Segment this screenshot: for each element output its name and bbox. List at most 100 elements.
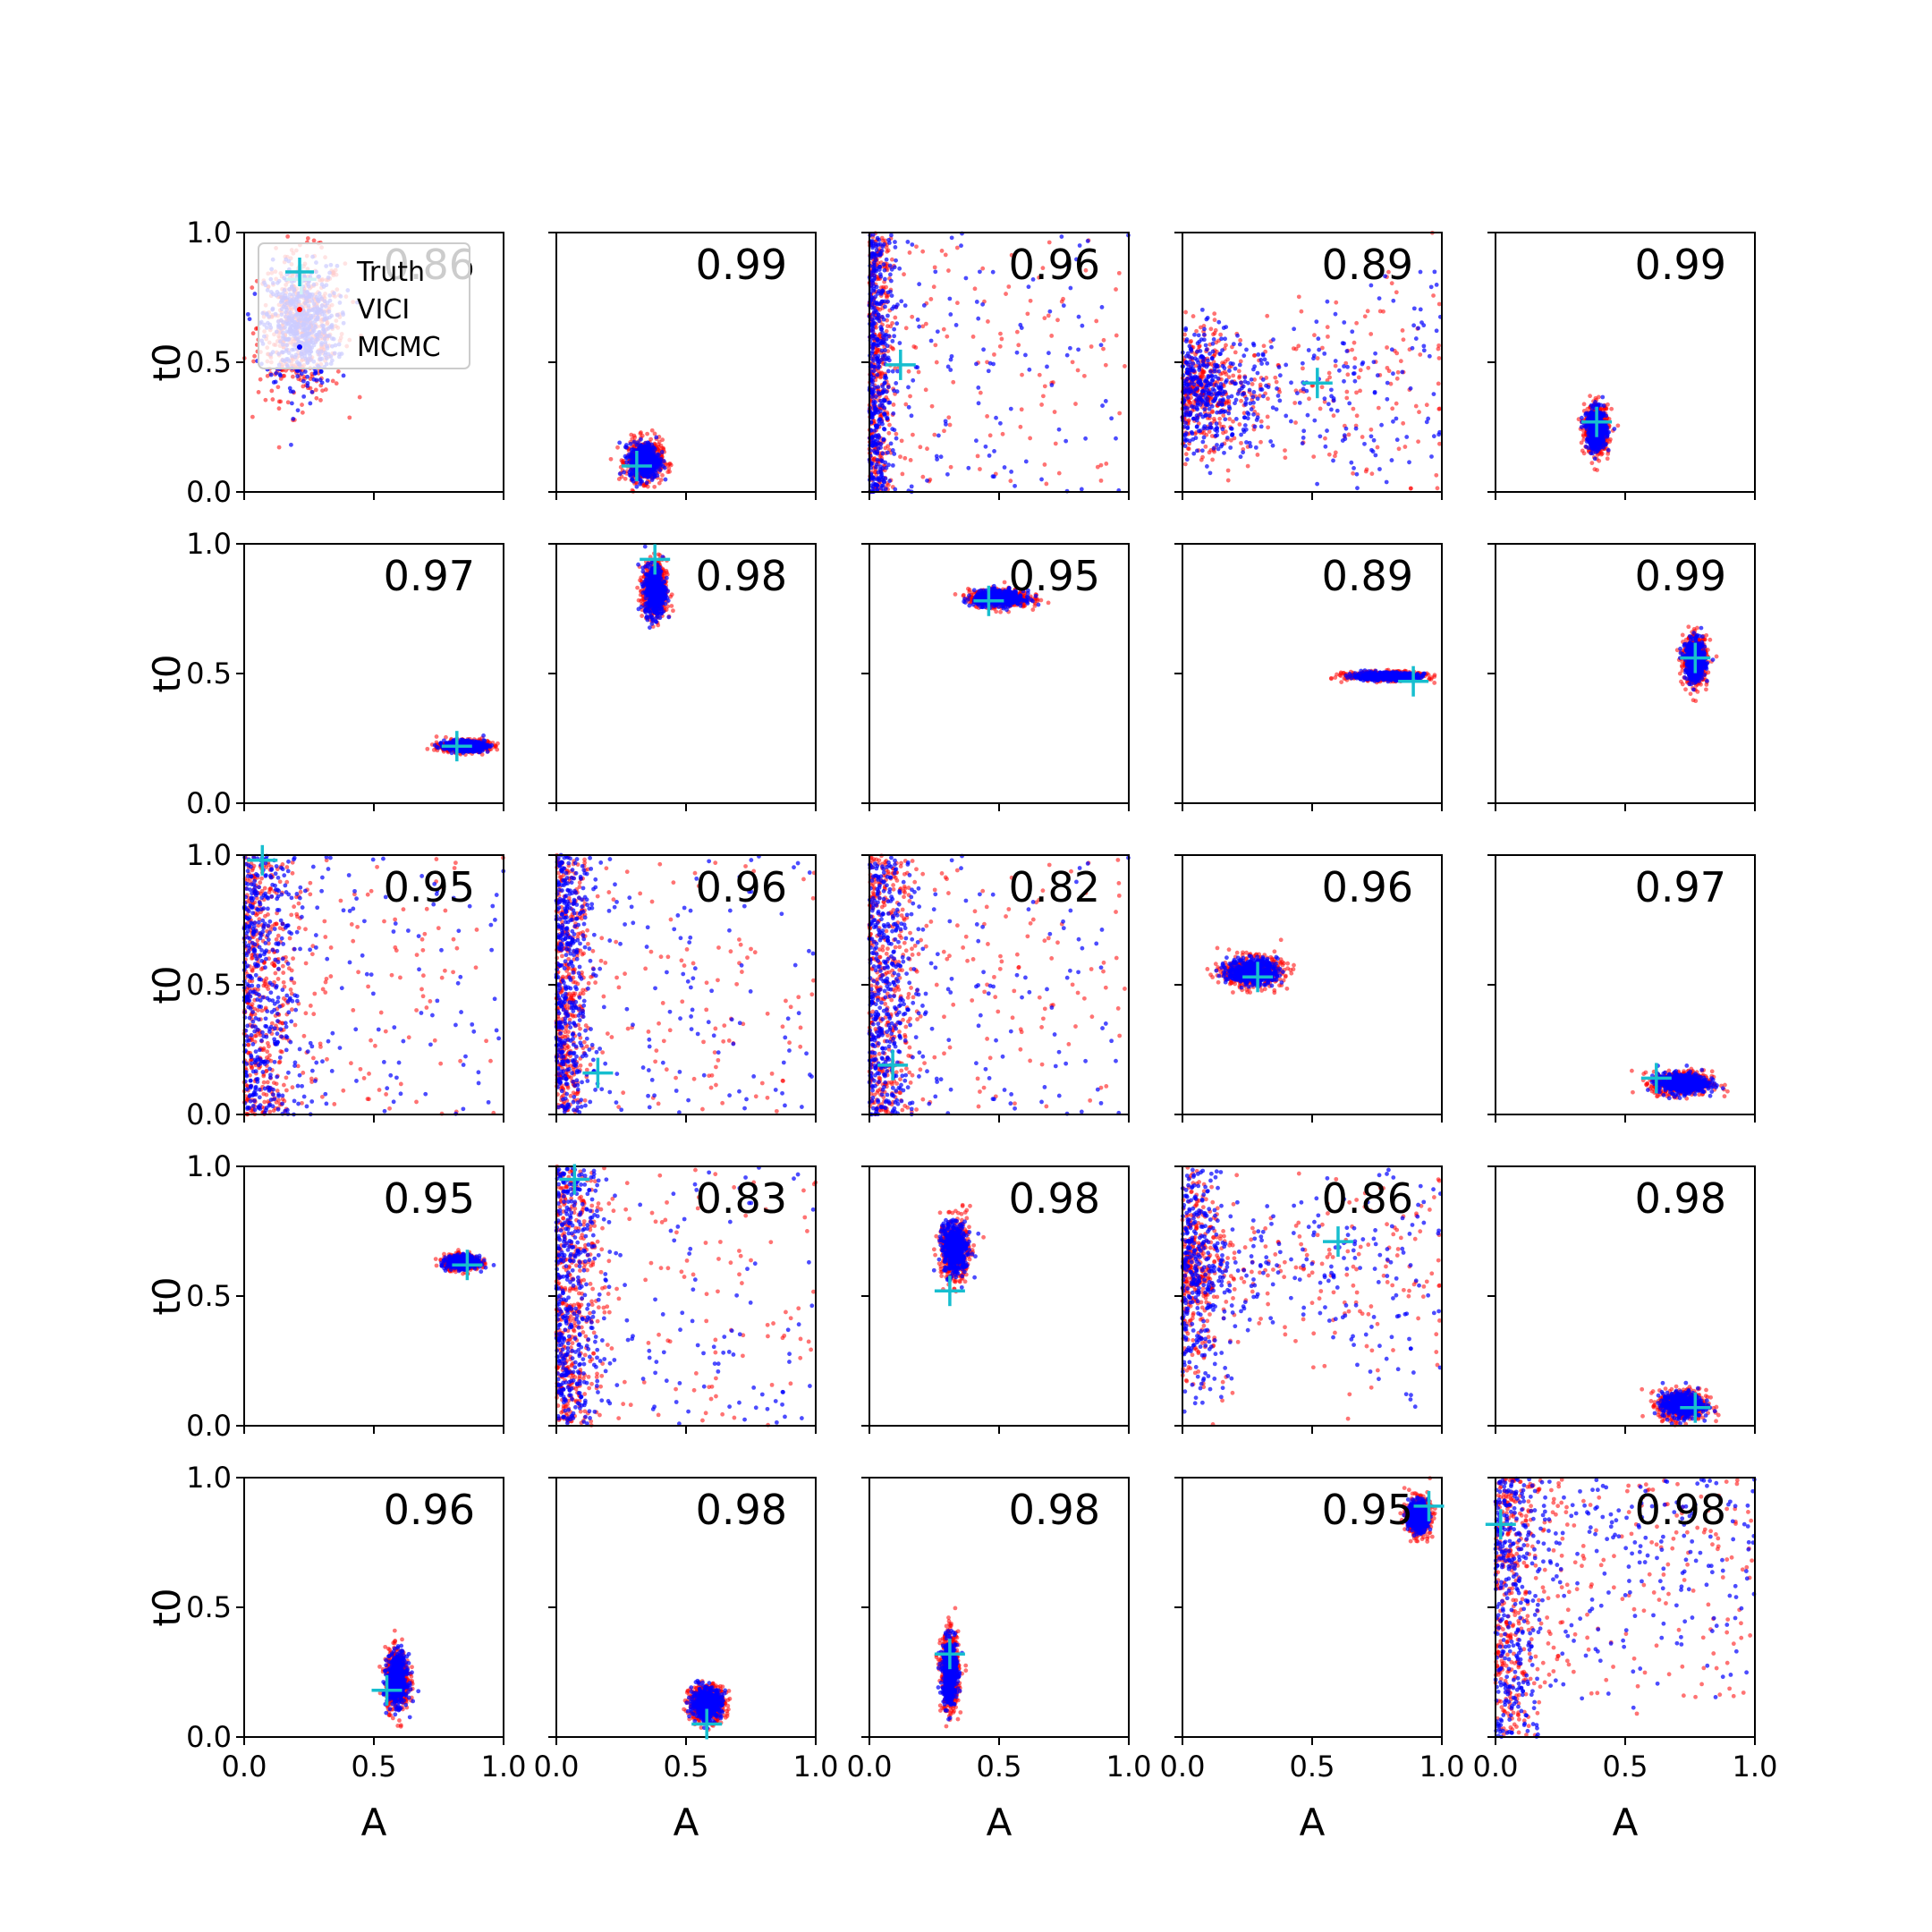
vici-point xyxy=(1210,457,1215,462)
vici-point xyxy=(1360,435,1365,439)
mcmc-point xyxy=(1336,368,1342,373)
mcmc-point xyxy=(312,371,318,377)
vici-point xyxy=(250,285,255,290)
vici-point xyxy=(1061,296,1065,301)
vici-point xyxy=(1326,334,1330,339)
vici-point xyxy=(911,432,915,437)
mcmc-point xyxy=(648,447,654,452)
mcmc-point xyxy=(1191,375,1196,380)
mcmc-point xyxy=(1039,477,1044,482)
vici-point xyxy=(903,326,909,331)
vici-point xyxy=(911,344,917,349)
mcmc-point xyxy=(875,356,880,361)
mcmc-point xyxy=(1233,397,1239,402)
mcmc-point xyxy=(1201,435,1207,440)
vici-point xyxy=(1008,479,1013,484)
mcmc-point xyxy=(295,408,301,413)
vici-point xyxy=(914,244,919,250)
mcmc-point xyxy=(1197,368,1202,372)
mcmc-point xyxy=(897,266,902,271)
vici-point xyxy=(1311,454,1317,459)
vici-point xyxy=(1236,369,1241,374)
vici-point xyxy=(1075,368,1080,373)
vici-point xyxy=(323,387,328,392)
mcmc-point xyxy=(1340,341,1345,346)
mcmc-point xyxy=(1197,339,1202,344)
vici-point xyxy=(886,324,890,329)
vici-point xyxy=(1041,394,1046,399)
mcmc-point xyxy=(894,258,898,263)
mcmc-point xyxy=(1241,353,1247,359)
mcmc-point xyxy=(1353,426,1359,431)
mcmc-point xyxy=(1323,444,1328,449)
mcmc-point xyxy=(1221,326,1226,330)
vici-point xyxy=(954,301,960,306)
mcmc-point xyxy=(1184,437,1190,443)
vici-point xyxy=(933,343,938,348)
y-tick-label: 1.0 xyxy=(186,216,232,250)
mcmc-point xyxy=(1189,364,1193,369)
mcmc-point xyxy=(1421,343,1427,349)
mcmc-point xyxy=(628,441,633,446)
mcmc-point xyxy=(1434,328,1439,334)
mcmc-point xyxy=(639,436,643,442)
mcmc-point xyxy=(1215,410,1220,415)
mcmc-point xyxy=(1241,384,1246,389)
vici-point xyxy=(250,331,256,336)
vici-point xyxy=(276,445,282,450)
vici-point xyxy=(335,369,341,374)
mcmc-point xyxy=(627,460,632,464)
mcmc-point xyxy=(874,462,879,467)
mcmc-point xyxy=(1329,407,1334,412)
mcmc-point xyxy=(1233,366,1238,371)
mcmc-point xyxy=(1230,379,1234,385)
mcmc-point xyxy=(874,253,879,258)
mcmc-point xyxy=(1372,390,1377,395)
vici-point xyxy=(1331,413,1336,419)
mcmc-point xyxy=(899,299,904,304)
panel-0-3: 0.89 xyxy=(1174,230,1443,500)
vici-point xyxy=(1217,416,1223,421)
mcmc-point xyxy=(1269,344,1274,350)
vici-point xyxy=(1183,309,1189,315)
mcmc-point xyxy=(1061,303,1066,309)
vici-point xyxy=(284,368,288,373)
mcmc-point xyxy=(1199,307,1205,312)
mcmc-point xyxy=(880,451,886,456)
mcmc-point xyxy=(1068,345,1072,351)
mcmc-point xyxy=(1199,448,1205,453)
vici-point xyxy=(998,331,1003,336)
vici-point xyxy=(890,345,895,351)
mcmc-point xyxy=(1389,347,1394,352)
mcmc-point xyxy=(974,361,979,367)
mcmc-point xyxy=(1408,386,1413,391)
mcmc-point xyxy=(1424,419,1429,425)
mcmc-point xyxy=(1210,341,1216,346)
mcmc-point xyxy=(1377,467,1382,471)
vici-point xyxy=(1436,356,1442,360)
mcmc-point xyxy=(1201,332,1207,337)
vici-point xyxy=(251,359,256,364)
mcmc-point xyxy=(1080,323,1085,328)
mcmc-point xyxy=(1207,391,1212,396)
mcmc-point xyxy=(1233,416,1239,421)
vici-point xyxy=(997,343,1003,349)
mcmc-point xyxy=(1226,411,1232,416)
mcmc-point xyxy=(875,316,879,321)
vici-point xyxy=(1042,462,1047,467)
mcmc-point xyxy=(1261,394,1266,399)
mcmc-point xyxy=(875,235,880,241)
vici-point xyxy=(1283,448,1287,453)
mcmc-point xyxy=(1205,358,1210,363)
mcmc-point xyxy=(910,242,915,247)
mcmc-point xyxy=(1023,459,1029,464)
vici-point xyxy=(1052,410,1057,414)
mcmc-point xyxy=(1253,445,1258,450)
mcmc-point xyxy=(883,373,888,378)
mcmc-point xyxy=(1333,359,1338,363)
mcmc-point xyxy=(881,317,886,322)
vici-point xyxy=(278,399,284,404)
mcmc-point xyxy=(880,483,886,488)
mcmc-point xyxy=(1294,391,1300,395)
mcmc-point xyxy=(925,478,929,483)
